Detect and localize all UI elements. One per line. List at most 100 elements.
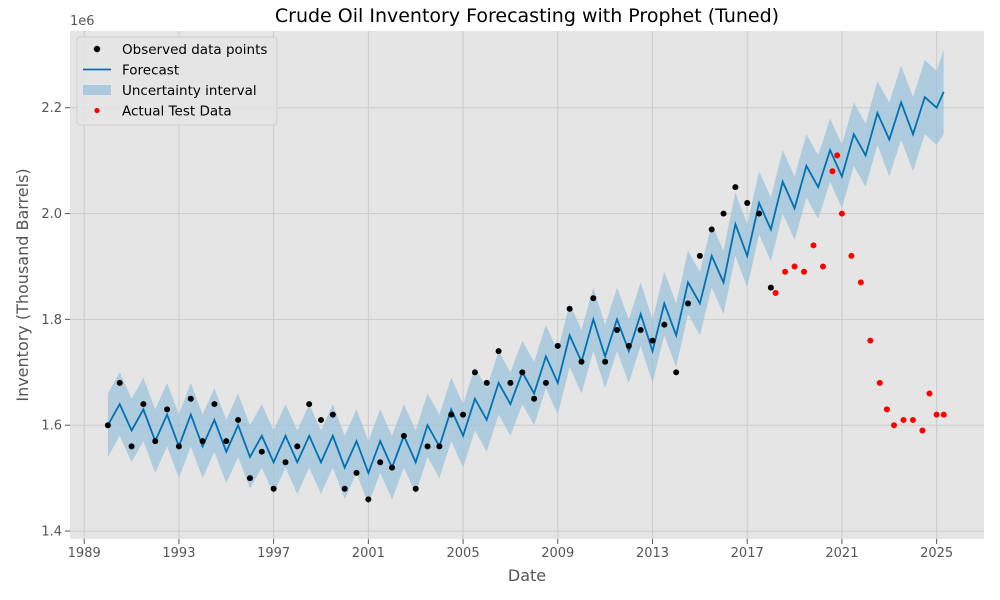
- actual-test-point: [933, 411, 940, 418]
- observed-point: [507, 379, 514, 386]
- x-tick-label: 2021: [825, 546, 858, 561]
- observed-point: [720, 210, 727, 217]
- chart-title: Crude Oil Inventory Forecasting with Pro…: [275, 5, 779, 27]
- observed-point: [341, 485, 348, 492]
- actual-test-point: [801, 268, 808, 275]
- x-tick-label: 2013: [636, 546, 669, 561]
- observed-point: [246, 475, 253, 482]
- observed-point: [104, 422, 111, 429]
- legend-item: Observed data points: [93, 42, 267, 58]
- observed-point: [542, 379, 549, 386]
- y-tick-label: 1.6: [41, 419, 62, 434]
- actual-test-point: [772, 289, 779, 296]
- observed-point: [377, 459, 384, 466]
- observed-point: [164, 406, 171, 413]
- actual-test-point: [909, 416, 916, 423]
- observed-point: [756, 210, 763, 217]
- observed-point: [140, 401, 147, 408]
- observed-point: [400, 432, 407, 439]
- observed-point: [211, 401, 218, 408]
- actual-test-point: [782, 268, 789, 275]
- y-tick-label: 2.2: [41, 101, 62, 116]
- legend-patch-marker: [83, 85, 111, 95]
- actual-test-point: [883, 406, 890, 413]
- observed-point: [767, 284, 774, 291]
- actual-test-point: [867, 337, 874, 344]
- observed-point: [471, 369, 478, 376]
- legend-marker: [93, 45, 101, 53]
- observed-point: [566, 305, 573, 312]
- legend-item: Forecast: [83, 63, 179, 79]
- observed-point: [673, 369, 680, 376]
- observed-point: [625, 342, 632, 349]
- observed-point: [436, 443, 443, 450]
- observed-point: [744, 199, 751, 206]
- x-tick-label: 1989: [68, 546, 101, 561]
- observed-point: [483, 379, 490, 386]
- legend-item: Uncertainty interval: [83, 83, 257, 99]
- x-tick-label: 2025: [920, 546, 953, 561]
- observed-point: [317, 416, 324, 423]
- legend-label: Actual Test Data: [122, 104, 232, 120]
- x-tick-label: 2009: [541, 546, 574, 561]
- observed-point: [685, 300, 692, 307]
- observed-point: [294, 443, 301, 450]
- observed-point: [282, 459, 289, 466]
- actual-test-point: [834, 152, 841, 159]
- observed-point: [531, 395, 538, 402]
- legend-marker: [94, 107, 100, 114]
- actual-test-point: [791, 263, 798, 270]
- observed-point: [613, 326, 620, 333]
- observed-point: [128, 443, 135, 450]
- observed-point: [412, 485, 419, 492]
- observed-point: [116, 379, 123, 386]
- observed-point: [637, 326, 644, 333]
- forecast-line-layer: [107, 91, 945, 476]
- actual-test-point: [900, 416, 907, 423]
- legend-items: Observed data points Forecast Uncertainty …: [83, 42, 267, 120]
- observed-point: [175, 443, 182, 450]
- observed-point: [199, 438, 206, 445]
- actual-test-point: [940, 411, 947, 418]
- observed-point: [696, 252, 703, 259]
- observed-point: [732, 184, 739, 191]
- x-tick-label: 1997: [257, 546, 290, 561]
- actual-test-point: [876, 379, 883, 386]
- actual-test-point: [810, 242, 817, 249]
- observed-point: [578, 358, 585, 365]
- observed-point: [424, 443, 431, 450]
- actual-test-point: [848, 252, 855, 259]
- observed-point: [649, 337, 656, 344]
- observed-point: [258, 448, 265, 455]
- observed-point: [519, 369, 526, 376]
- observed-point: [554, 342, 561, 349]
- x-tick-label: 2005: [447, 546, 480, 561]
- x-tick-label: 2017: [731, 546, 764, 561]
- observed-point: [223, 438, 230, 445]
- actual-test-point: [857, 279, 864, 286]
- observed-point: [152, 438, 159, 445]
- observed-point: [495, 348, 502, 355]
- x-tick-label: 1993: [162, 546, 195, 561]
- y-axis-label: Inventory (Thousand Barrels): [13, 168, 32, 401]
- x-tick-label: 2001: [352, 546, 385, 561]
- observed-point: [270, 485, 277, 492]
- observed-point: [602, 358, 609, 365]
- x-axis-label: Date: [508, 566, 546, 585]
- actual-test-point: [819, 263, 826, 270]
- observed-point: [460, 411, 467, 418]
- actual-test-point: [838, 210, 845, 217]
- observed-point: [708, 226, 715, 233]
- observed-point: [365, 496, 372, 503]
- forecast-line: [107, 91, 945, 476]
- observed-point: [353, 469, 360, 476]
- observed-point: [661, 321, 668, 328]
- observed-point: [329, 411, 336, 418]
- legend-label: Observed data points: [122, 42, 267, 58]
- observed-point: [306, 401, 313, 408]
- y-tick-label: 2.0: [41, 207, 62, 222]
- observed-point: [187, 395, 194, 402]
- actual-test-points: [772, 152, 947, 434]
- legend: Observed data points Forecast Uncertainty …: [76, 36, 278, 126]
